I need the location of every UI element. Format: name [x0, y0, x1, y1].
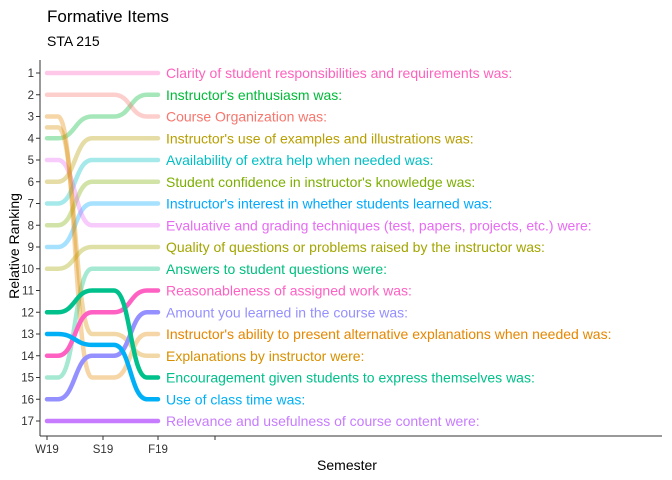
series-line [44, 288, 161, 358]
y-tick-label: 7 [28, 199, 34, 211]
y-tick-label: 1 [28, 68, 34, 80]
y-tick-label: 9 [28, 242, 34, 254]
series-line [44, 136, 161, 184]
y-tick-label: 8 [28, 220, 34, 232]
y-tick-label: 15 [21, 373, 34, 385]
series-line [44, 266, 161, 380]
y-tick-label: 3 [28, 112, 34, 124]
series-label: Availability of extra help when needed w… [166, 152, 433, 168]
series-layer [44, 70, 161, 424]
series-label: Clarity of student responsibilities and … [166, 65, 512, 81]
series-label: Student confidence in instructor's knowl… [166, 174, 475, 190]
series-label: Relevance and usefulness of course conte… [166, 413, 480, 429]
y-tick-label: 17 [21, 416, 34, 428]
y-tick-label: 13 [21, 329, 34, 341]
y-tick-label: 5 [28, 155, 34, 167]
series-line [44, 331, 161, 402]
series-label: Reasonableness of assigned work was: [166, 283, 412, 299]
y-tick-label: 4 [28, 133, 35, 145]
series-line [44, 92, 161, 119]
series-label: Explanations by instructor were: [166, 348, 364, 364]
series-label: Course Organization was: [166, 109, 327, 125]
x-tick-label: S19 [93, 444, 113, 456]
y-tick-label: 2 [28, 90, 34, 102]
y-tick-label: 11 [22, 286, 34, 298]
y-axis-title: Relative Ranking [6, 193, 22, 299]
y-tick-label: 16 [21, 394, 34, 406]
series-line [44, 288, 161, 380]
y-tick-label: 14 [21, 351, 34, 363]
y-tick-label: 12 [21, 307, 34, 319]
series-label: Encouragement given students to express … [166, 370, 535, 386]
series-label: Use of class time was: [166, 391, 305, 407]
series-line [44, 92, 161, 141]
series-label: Answers to student questions were: [166, 261, 387, 277]
series-label: Instructor's ability to present alternat… [166, 326, 611, 342]
series-label: Amount you learned in the course was: [166, 304, 408, 320]
series-label: Instructor's enthusiasm was: [166, 87, 342, 103]
x-tick-label: F19 [148, 444, 168, 456]
chart-subtitle: STA 215 [47, 33, 100, 49]
x-axis-title: Semester [317, 457, 377, 473]
y-tick-label: 10 [21, 264, 34, 276]
series-line [44, 157, 161, 206]
chart-title: Formative Items [47, 7, 169, 26]
series-label: Instructor's use of examples and illustr… [166, 130, 474, 146]
series-line [44, 244, 161, 271]
series-line [44, 310, 161, 402]
series-line [44, 179, 161, 228]
y-tick-label: 6 [28, 177, 34, 189]
label-layer: Clarity of student responsibilities and … [166, 65, 611, 429]
series-label: Evaluative and grading techniques (test,… [166, 217, 592, 233]
x-tick-label: W19 [35, 444, 59, 456]
series-label: Quality of questions or problems raised … [166, 239, 545, 255]
series-label: Instructor's interest in whether student… [166, 196, 492, 212]
series-line [44, 157, 161, 228]
series-line [44, 201, 161, 250]
